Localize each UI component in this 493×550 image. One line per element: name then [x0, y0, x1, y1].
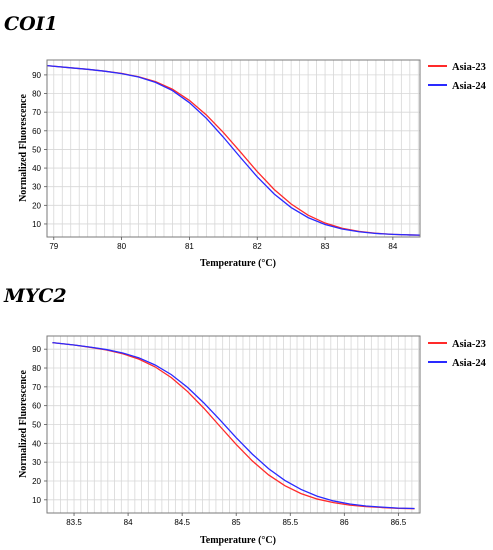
x-tick-label: 80 [117, 242, 126, 251]
y-tick-layer: 10 20 30 40 50 60 70 80 90 [32, 345, 47, 505]
chart-panel-myc2: MYC2 83.5 84 84.5 85 85.5 86 86.5 10 20 30 40 50 60… [3, 285, 487, 546]
legend: Asia-23 Asia-24 [428, 62, 487, 92]
x-tick-label: 84 [124, 518, 133, 527]
legend-label-1: Asia-24 [452, 358, 487, 369]
y-axis-title: Normalized Fluorescence [18, 94, 29, 202]
x-axis-title: Temperature (°C) [200, 535, 276, 546]
x-tick-label: 82 [253, 242, 262, 251]
x-tick-label: 81 [185, 242, 194, 251]
series-line-asia-23 [52, 341, 415, 510]
grid-layer [47, 60, 420, 237]
y-tick-label: 60 [32, 402, 41, 411]
chart-panel-coi1: COI1 79 80 81 82 83 84 10 20 30 40 50 60 70 80 90 Tem… [4, 13, 487, 269]
y-tick-label: 70 [32, 383, 41, 392]
x-tick-layer: 83.5 84 84.5 85 85.5 86 86.5 [66, 513, 407, 527]
panel-title: MYC2 [3, 285, 67, 307]
legend-label-0: Asia-23 [452, 62, 486, 73]
x-tick-label: 79 [49, 242, 58, 251]
y-tick-label: 80 [32, 90, 41, 99]
y-tick-label: 90 [32, 71, 41, 80]
series-layer [46, 64, 421, 236]
y-tick-label: 10 [32, 220, 41, 229]
y-tick-label: 20 [32, 477, 41, 486]
plot-frame [46, 59, 421, 238]
y-tick-label: 40 [32, 439, 41, 448]
x-tick-label: 83 [321, 242, 330, 251]
x-tick-label: 84.5 [174, 518, 190, 527]
series-layer [52, 341, 415, 510]
x-tick-label: 85.5 [282, 518, 298, 527]
y-tick-label: 70 [32, 108, 41, 117]
y-tick-label: 20 [32, 201, 41, 210]
legend-label-1: Asia-24 [452, 81, 487, 92]
y-tick-label: 80 [32, 364, 41, 373]
series-line-asia-24 [46, 64, 421, 236]
y-tick-label: 30 [32, 183, 41, 192]
y-tick-layer: 10 20 30 40 50 60 70 80 90 [32, 71, 47, 229]
x-tick-label: 85 [232, 518, 241, 527]
legend: Asia-23 Asia-24 [428, 339, 487, 369]
y-tick-label: 90 [32, 345, 41, 354]
y-tick-label: 50 [32, 421, 41, 430]
y-tick-label: 10 [32, 496, 41, 505]
series-line-asia-23 [46, 64, 421, 236]
x-tick-label: 83.5 [66, 518, 82, 527]
x-tick-label: 86.5 [391, 518, 407, 527]
x-axis-title: Temperature (°C) [200, 258, 276, 269]
y-axis-title: Normalized Fluorescence [18, 370, 29, 478]
grid-layer [46, 336, 420, 513]
x-tick-layer: 79 80 81 82 83 84 [49, 237, 398, 251]
legend-label-0: Asia-23 [452, 339, 486, 350]
x-tick-label: 86 [340, 518, 349, 527]
series-line-asia-24 [52, 341, 415, 510]
y-tick-label: 30 [32, 458, 41, 467]
panel-title: COI1 [4, 13, 58, 35]
y-tick-label: 40 [32, 164, 41, 173]
y-tick-label: 60 [32, 127, 41, 136]
y-tick-label: 50 [32, 145, 41, 154]
x-tick-label: 84 [388, 242, 397, 251]
